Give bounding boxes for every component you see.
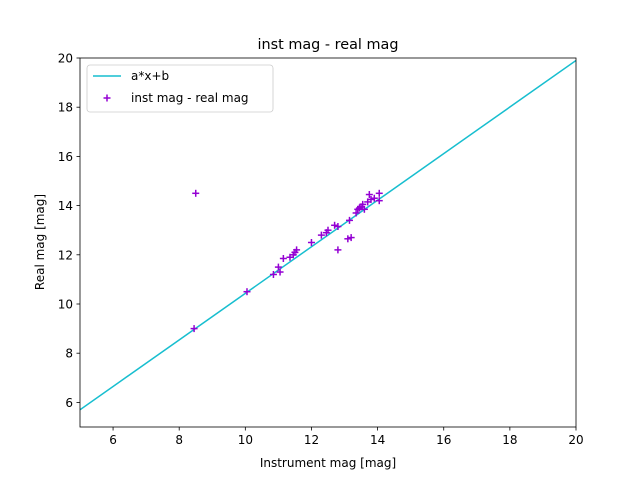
axis-ticks: 6 8 10 12 14 16 18 20 6 8 10 12 14 16 18 20: [58, 52, 584, 448]
data-point: [307, 239, 315, 246]
data-point: [317, 231, 325, 239]
data-point: [331, 221, 339, 229]
legend-box: [86, 64, 274, 113]
data-point: [365, 191, 373, 199]
x-axis-label: Instrument mag [mag]: [260, 456, 396, 470]
legend-marker-swatch: [103, 94, 111, 102]
chart-title: inst mag - real mag: [258, 37, 399, 53]
data-point: [352, 209, 360, 217]
y-axis-label: Real mag [mag]: [33, 194, 47, 290]
y-tick-label: 12: [58, 248, 73, 262]
data-point: [375, 189, 383, 197]
data-point: [243, 288, 251, 296]
data-point: [269, 270, 277, 278]
x-tick-label: 6: [109, 433, 117, 447]
data-point: [367, 195, 375, 203]
data-point: [344, 235, 352, 243]
data-point: [359, 200, 367, 208]
legend: a*x+b inst mag - real mag: [86, 64, 274, 113]
data-point: [276, 268, 284, 276]
data-point: [375, 197, 383, 205]
data-point: [190, 325, 198, 333]
y-tick-label: 8: [65, 347, 73, 361]
data-point: [279, 254, 287, 262]
data-point: [347, 234, 355, 242]
axes-frame: [79, 57, 577, 428]
y-tick-label: 20: [58, 52, 73, 66]
y-tick-label: 18: [58, 101, 73, 115]
x-tick-label: 14: [370, 433, 385, 447]
fit-line: [80, 59, 576, 411]
plot-area: [79, 57, 577, 428]
plot-data: [80, 59, 576, 411]
data-point: [370, 194, 378, 202]
y-tick-label: 10: [58, 298, 73, 312]
x-tick-label: 12: [304, 433, 319, 447]
data-point: [334, 223, 342, 231]
data-point: [274, 263, 282, 271]
y-tick-label: 16: [58, 150, 73, 164]
data-point: [345, 216, 353, 224]
legend-label-fit: a*x+b: [131, 69, 169, 83]
data-point: [334, 246, 342, 254]
x-tick-label: 16: [436, 433, 451, 447]
x-tick-label: 18: [502, 433, 517, 447]
data-point: [324, 226, 332, 234]
data-point: [293, 246, 301, 254]
y-tick-label: 14: [58, 199, 73, 213]
x-tick-label: 8: [175, 433, 183, 447]
data-point: [192, 189, 200, 197]
x-tick-label: 10: [238, 433, 253, 447]
legend-label-scatter: inst mag - real mag: [131, 91, 249, 105]
y-tick-label: 6: [65, 396, 73, 410]
data-point: [360, 205, 368, 213]
x-tick-label: 20: [568, 433, 583, 447]
